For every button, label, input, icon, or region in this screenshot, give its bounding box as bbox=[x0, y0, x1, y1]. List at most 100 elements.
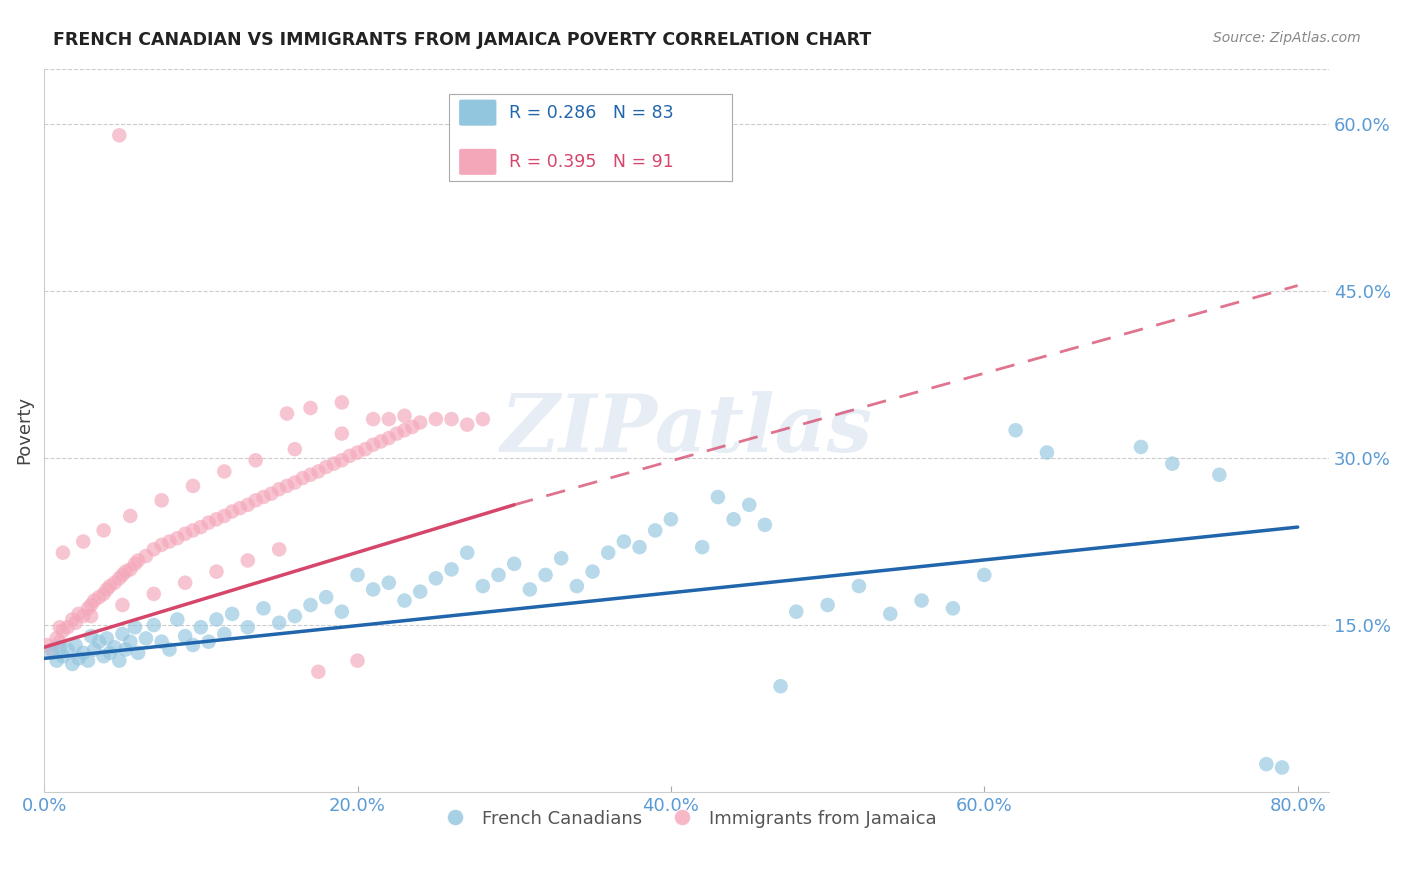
Point bbox=[214, 627, 236, 641]
Point bbox=[197, 634, 219, 648]
Point bbox=[1130, 440, 1153, 454]
Point bbox=[1004, 423, 1026, 437]
FancyBboxPatch shape bbox=[449, 94, 731, 181]
Point bbox=[315, 460, 337, 475]
Point bbox=[785, 605, 807, 619]
Point bbox=[229, 501, 252, 516]
Point bbox=[1271, 760, 1294, 774]
Point bbox=[236, 553, 259, 567]
Point bbox=[214, 508, 236, 523]
Point bbox=[1256, 757, 1278, 772]
Point bbox=[93, 587, 115, 601]
Point bbox=[723, 512, 745, 526]
Point bbox=[135, 549, 157, 563]
Point bbox=[269, 542, 291, 557]
Point bbox=[120, 634, 142, 648]
Point bbox=[190, 620, 212, 634]
Point bbox=[401, 420, 423, 434]
Point bbox=[370, 434, 392, 449]
Point bbox=[354, 442, 377, 457]
Point bbox=[581, 565, 603, 579]
Text: R = 0.286   N = 83: R = 0.286 N = 83 bbox=[509, 103, 673, 121]
Point bbox=[181, 524, 204, 538]
Point bbox=[245, 493, 267, 508]
Point bbox=[738, 498, 761, 512]
Point bbox=[1208, 467, 1230, 482]
Point bbox=[973, 568, 995, 582]
Point bbox=[330, 395, 353, 409]
Point bbox=[87, 591, 110, 605]
Point bbox=[1161, 457, 1184, 471]
Point bbox=[503, 557, 526, 571]
Point bbox=[120, 508, 142, 523]
Point bbox=[114, 565, 136, 579]
Point bbox=[534, 568, 557, 582]
Point bbox=[45, 632, 67, 646]
Point bbox=[879, 607, 901, 621]
Point bbox=[276, 479, 298, 493]
Point bbox=[77, 654, 100, 668]
Point bbox=[98, 646, 121, 660]
Point bbox=[124, 620, 146, 634]
Point bbox=[425, 412, 447, 426]
Point bbox=[471, 579, 494, 593]
Point bbox=[197, 516, 219, 530]
Point bbox=[378, 412, 401, 426]
Point bbox=[613, 534, 636, 549]
Point bbox=[361, 412, 384, 426]
Point bbox=[252, 490, 274, 504]
Point bbox=[80, 629, 103, 643]
Point bbox=[111, 598, 134, 612]
Point bbox=[205, 512, 228, 526]
Point bbox=[440, 562, 463, 576]
Point bbox=[56, 620, 79, 634]
Point bbox=[299, 401, 322, 415]
Point bbox=[80, 598, 103, 612]
Text: R = 0.395   N = 91: R = 0.395 N = 91 bbox=[509, 153, 673, 171]
Point bbox=[307, 465, 329, 479]
Point bbox=[174, 526, 197, 541]
Point bbox=[111, 627, 134, 641]
Point bbox=[378, 575, 401, 590]
Point bbox=[456, 417, 478, 432]
Point bbox=[848, 579, 870, 593]
Point bbox=[214, 465, 236, 479]
Point bbox=[252, 601, 274, 615]
Point bbox=[659, 512, 682, 526]
Point bbox=[598, 546, 620, 560]
Point bbox=[159, 642, 181, 657]
Point bbox=[291, 471, 314, 485]
Point bbox=[98, 579, 121, 593]
Point bbox=[77, 601, 100, 615]
Point bbox=[41, 646, 63, 660]
Point bbox=[236, 498, 259, 512]
Point bbox=[394, 593, 416, 607]
Point bbox=[284, 475, 307, 490]
Point bbox=[142, 587, 165, 601]
Point bbox=[120, 562, 142, 576]
Point bbox=[166, 531, 188, 545]
Point bbox=[52, 624, 75, 638]
Point bbox=[174, 629, 197, 643]
Point bbox=[299, 598, 322, 612]
Point bbox=[550, 551, 572, 566]
Text: Source: ZipAtlas.com: Source: ZipAtlas.com bbox=[1213, 31, 1361, 45]
Point bbox=[409, 416, 432, 430]
Point bbox=[330, 605, 353, 619]
Point bbox=[690, 540, 713, 554]
Point bbox=[910, 593, 932, 607]
Point bbox=[93, 649, 115, 664]
Point bbox=[190, 520, 212, 534]
Point bbox=[72, 609, 94, 624]
Point bbox=[142, 618, 165, 632]
Point bbox=[361, 582, 384, 597]
Point bbox=[45, 654, 67, 668]
Point bbox=[108, 128, 131, 143]
Point bbox=[1036, 445, 1059, 459]
Point bbox=[93, 524, 115, 538]
Point bbox=[409, 584, 432, 599]
Point bbox=[104, 575, 127, 590]
Point bbox=[67, 651, 90, 665]
Point bbox=[60, 612, 83, 626]
Point bbox=[628, 540, 651, 554]
